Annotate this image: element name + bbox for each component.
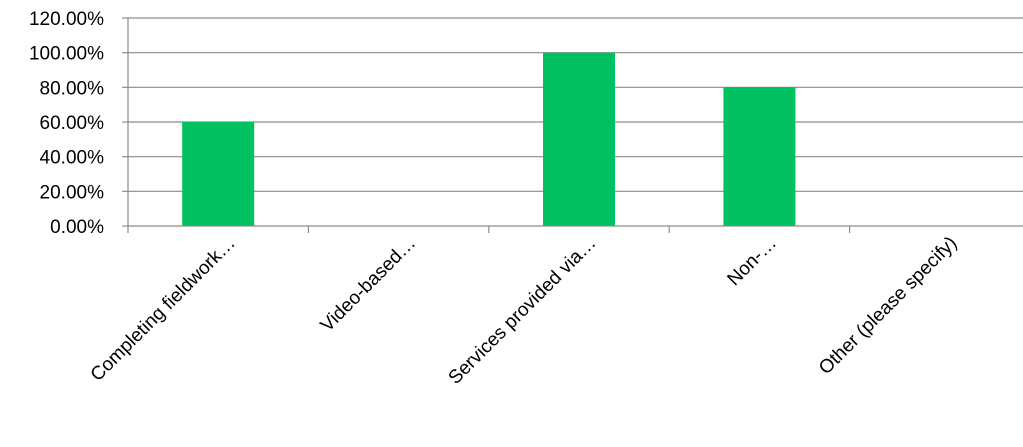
- bar: [543, 52, 615, 226]
- x-category-label: Non-…: [724, 233, 781, 290]
- bar: [182, 122, 255, 226]
- y-tick-label: 40.00%: [40, 148, 105, 169]
- axes: [122, 17, 1023, 233]
- y-tick-label: 120.00%: [29, 9, 104, 30]
- bar: [723, 87, 796, 226]
- x-category-label: Services provided via…: [445, 233, 601, 389]
- y-tick-label: 100.00%: [29, 44, 104, 65]
- y-tick-label: 0.00%: [50, 217, 104, 238]
- x-tick-labels: Completing fieldwork… Video-based… Service…: [87, 233, 962, 389]
- y-tick-labels: 0.00% 20.00% 40.00% 60.00% 80.00% 100.00% 120.…: [29, 9, 104, 238]
- x-category-label: Video-based…: [317, 233, 420, 336]
- y-tick-label: 20.00%: [40, 182, 105, 203]
- x-category-label: Other (please specify): [815, 233, 961, 379]
- bars: [182, 52, 796, 226]
- y-tick-label: 60.00%: [40, 113, 105, 134]
- y-tick-label: 80.00%: [40, 78, 105, 99]
- x-category-label: Completing fieldwork…: [87, 233, 240, 386]
